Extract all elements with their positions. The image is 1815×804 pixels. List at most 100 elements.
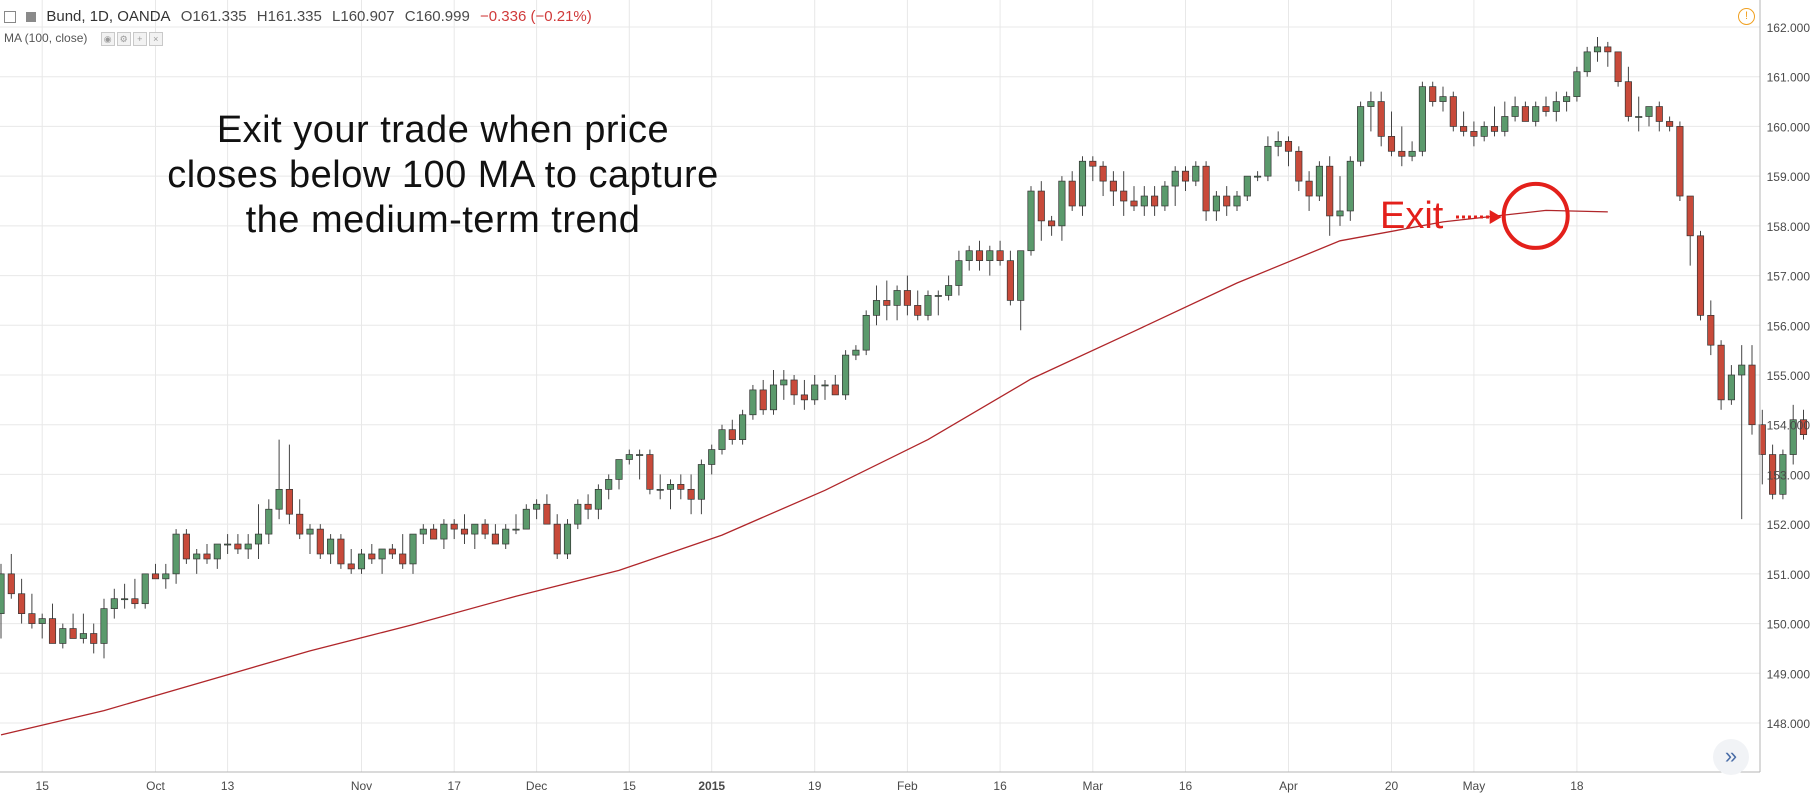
- symbol-flag-icon: [26, 12, 37, 23]
- candle-body: [1295, 150, 1303, 182]
- candle: [1542, 96, 1550, 117]
- candle-body: [1738, 364, 1746, 376]
- candle: [1284, 136, 1293, 167]
- candle: [605, 474, 613, 500]
- candle: [265, 499, 273, 545]
- candle-body: [1223, 195, 1231, 207]
- low-value: L160.907: [332, 8, 395, 25]
- candle-body: [914, 305, 922, 316]
- candle-body: [316, 528, 324, 555]
- candle: [368, 544, 376, 564]
- candle: [1480, 121, 1488, 142]
- candle-body: [563, 523, 572, 555]
- candle-body: [1387, 136, 1396, 152]
- candle-body: [1398, 150, 1406, 157]
- candle-body: [945, 285, 953, 296]
- candle-body: [1614, 51, 1622, 83]
- candle-body: [666, 484, 675, 490]
- candle: [522, 504, 530, 530]
- candle-body: [151, 573, 160, 580]
- candle: [296, 499, 304, 540]
- y-tick-label: 158.000: [1767, 220, 1811, 234]
- symbol-label[interactable]: Bund, 1D, OANDA: [46, 8, 171, 25]
- exit-circle: [1501, 181, 1570, 250]
- candle-body: [1120, 190, 1128, 202]
- candle-body: [275, 488, 283, 510]
- candle: [1326, 156, 1334, 236]
- candle-body: [357, 553, 366, 570]
- candle-body: [1346, 160, 1354, 212]
- candle: [759, 379, 767, 415]
- candle: [151, 563, 160, 580]
- candle-body: [471, 523, 479, 535]
- candle: [1429, 81, 1437, 107]
- candle: [1027, 186, 1035, 256]
- candle: [244, 534, 252, 559]
- close-icon[interactable]: ×: [148, 31, 163, 46]
- indicator-label[interactable]: MA (100, close): [4, 31, 88, 45]
- candle-body: [1676, 126, 1684, 197]
- candle: [1563, 91, 1571, 112]
- candle: [1202, 161, 1210, 221]
- candle: [100, 598, 108, 659]
- candle-body: [1666, 121, 1674, 127]
- collapse-icon[interactable]: [4, 11, 16, 24]
- y-tick-label: 161.000: [1767, 71, 1811, 85]
- visibility-icon[interactable]: ◉: [100, 31, 115, 46]
- exit-arrow-head: [1489, 210, 1502, 224]
- candle-body: [1583, 51, 1591, 73]
- candle-body: [1799, 419, 1808, 436]
- candle-body: [852, 349, 860, 356]
- candle-body: [1151, 195, 1159, 207]
- annotation-line: the medium-term trend: [245, 199, 641, 241]
- candle: [59, 623, 67, 649]
- candle-body: [728, 429, 736, 440]
- candle: [213, 543, 221, 569]
- candle-body: [1470, 131, 1478, 137]
- candle-body: [430, 528, 438, 540]
- candle: [1604, 41, 1612, 67]
- candle-body: [1563, 96, 1571, 102]
- candle-body: [399, 553, 407, 565]
- candle: [1068, 171, 1076, 211]
- candle-body: [69, 628, 77, 639]
- candle: [90, 623, 98, 654]
- candle-body: [38, 618, 46, 624]
- candle: [893, 285, 901, 321]
- candle: [533, 499, 541, 520]
- candle: [285, 444, 293, 525]
- close-value: C160.999: [404, 8, 470, 25]
- y-tick-label: 159.000: [1767, 170, 1811, 184]
- candle-body: [924, 295, 932, 316]
- candle-body: [831, 384, 839, 396]
- annotation-line: Exit your trade when price: [216, 109, 670, 151]
- candle: [1799, 409, 1808, 440]
- candle: [831, 375, 839, 396]
- candle-body: [1655, 106, 1663, 122]
- candle: [131, 578, 139, 609]
- more-icon[interactable]: +: [132, 31, 147, 46]
- candle-body: [512, 528, 520, 531]
- candle-body: [337, 538, 345, 565]
- candle: [1223, 186, 1231, 216]
- candle-body: [584, 503, 592, 510]
- candle-body: [1542, 106, 1550, 112]
- settings-icon[interactable]: ⚙: [116, 31, 131, 46]
- candle: [110, 588, 118, 619]
- candle: [625, 449, 633, 465]
- candle-body: [460, 528, 469, 535]
- warning-icon[interactable]: !: [1738, 8, 1755, 25]
- candle-body: [1357, 106, 1365, 162]
- candle: [182, 529, 190, 564]
- y-tick-label: 155.000: [1767, 369, 1811, 383]
- candle-body: [244, 543, 252, 550]
- candle-body: [1769, 454, 1777, 495]
- candle-body: [100, 608, 108, 644]
- candle-body: [213, 543, 221, 560]
- candle: [1387, 111, 1396, 157]
- candle: [502, 524, 510, 549]
- candle: [718, 424, 726, 455]
- scroll-to-realtime-button[interactable]: »: [1713, 739, 1749, 775]
